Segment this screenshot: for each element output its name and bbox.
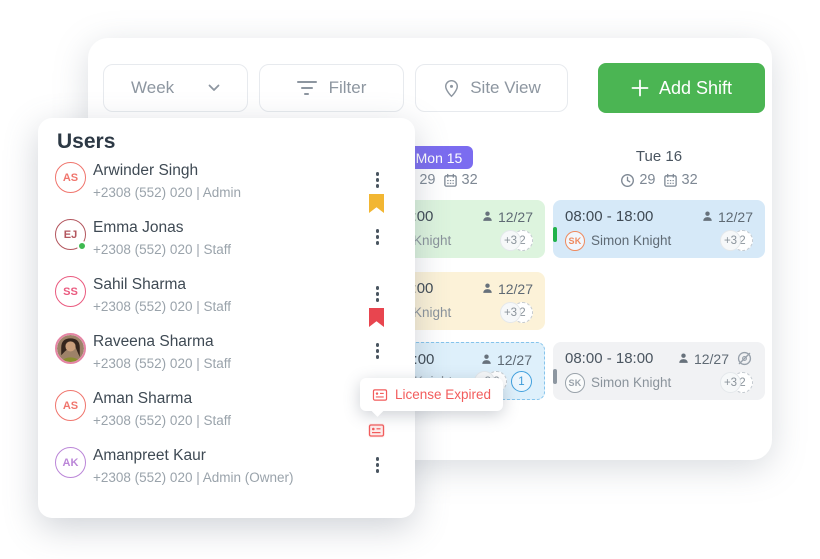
user-row-amanpreet-kaur[interactable]: AK Amanpreet Kaur +2308 (552) 020 | Admi… bbox=[38, 447, 415, 499]
person-icon bbox=[483, 283, 492, 293]
employee-name: Simon Knight bbox=[591, 375, 672, 390]
person-icon bbox=[703, 211, 712, 221]
avatar-overflow-stack[interactable]: +3 2 bbox=[720, 372, 753, 393]
shift-time: 08:00 - 18:00 bbox=[565, 208, 654, 225]
shift-card-tue-1[interactable]: 08:00 - 18:00 12/27 SK Simon Knight +3 2 bbox=[553, 200, 765, 258]
shift-capacity: 12/27 bbox=[496, 351, 532, 368]
profile-photo bbox=[57, 335, 84, 362]
employee-avatar: SK bbox=[565, 372, 585, 393]
user-row-emma-jonas[interactable]: EJ Emma Jonas +2308 (552) 020 | Staff bbox=[38, 219, 415, 271]
clock-icon bbox=[621, 173, 635, 187]
user-photo-avatar bbox=[55, 333, 86, 364]
license-card-icon bbox=[372, 388, 388, 401]
user-name: Raveena Sharma bbox=[93, 333, 214, 350]
user-detail: +2308 (552) 020 | Staff bbox=[93, 242, 231, 257]
user-row-raveena-sharma[interactable]: Raveena Sharma +2308 (552) 020 | Staff bbox=[38, 333, 415, 385]
user-detail: +2308 (552) 020 | Staff bbox=[93, 299, 231, 314]
user-row-aman-sharma[interactable]: AS Aman Sharma +2308 (552) 020 | Staff bbox=[38, 390, 415, 442]
employee-name: Simon Knight bbox=[591, 233, 672, 248]
user-detail: +2308 (552) 020 | Staff bbox=[93, 356, 231, 371]
filter-label: Filter bbox=[328, 78, 367, 97]
overflow-count: +3 bbox=[500, 302, 521, 323]
day-hours: 29 bbox=[419, 172, 436, 188]
shift-capacity: 12/27 bbox=[497, 208, 533, 225]
avatar: SS bbox=[55, 276, 86, 307]
users-panel: Users AS Arwinder Singh +2308 (552) 020 … bbox=[38, 118, 415, 518]
shift-status-bar bbox=[553, 369, 557, 384]
person-icon bbox=[482, 354, 491, 364]
day-shift-count: 32 bbox=[461, 172, 478, 188]
day-hours: 29 bbox=[639, 172, 656, 188]
avatar-overflow-stack[interactable]: +3 2 bbox=[720, 230, 753, 251]
bookmark-icon[interactable] bbox=[369, 194, 384, 213]
avatar-overflow-stack[interactable]: +3 2 bbox=[500, 230, 533, 251]
eye-off-icon bbox=[737, 351, 752, 366]
week-view-label: Week bbox=[131, 78, 175, 97]
online-status-dot bbox=[77, 241, 87, 251]
overflow-count: +3 bbox=[720, 230, 741, 251]
chevron-down-icon bbox=[208, 84, 220, 91]
bookmark-icon[interactable] bbox=[369, 308, 384, 327]
shift-capacity: 12/27 bbox=[717, 208, 753, 225]
site-view-button[interactable]: Site View bbox=[415, 64, 568, 112]
site-view-label: Site View bbox=[470, 78, 541, 97]
day-header-mon[interactable]: Mon 15 bbox=[405, 146, 473, 169]
license-expired-label: License Expired bbox=[395, 387, 492, 402]
employee-avatar: SK bbox=[565, 230, 585, 251]
person-icon bbox=[483, 211, 492, 221]
selected-count-badge: 1 bbox=[511, 371, 532, 392]
users-panel-title: Users bbox=[57, 130, 116, 153]
kebab-menu-icon[interactable] bbox=[373, 340, 383, 362]
user-name: Amanpreet Kaur bbox=[93, 447, 206, 464]
avatar-overflow-stack[interactable]: +3 2 bbox=[500, 302, 533, 323]
calendar-icon bbox=[443, 173, 457, 187]
shift-status-bar bbox=[553, 227, 557, 242]
user-row-sahil-sharma[interactable]: SS Sahil Sharma +2308 (552) 020 | Staff bbox=[38, 276, 415, 328]
day-shift-count: 32 bbox=[681, 172, 698, 188]
kebab-menu-icon[interactable] bbox=[373, 454, 383, 476]
kebab-menu-icon[interactable] bbox=[373, 283, 383, 305]
day-stats-tue: 29 32 bbox=[553, 172, 765, 188]
day-header-tue[interactable]: Tue 16 bbox=[635, 148, 683, 165]
user-name: Emma Jonas bbox=[93, 219, 184, 236]
filter-icon bbox=[296, 81, 317, 95]
kebab-menu-icon[interactable] bbox=[373, 226, 383, 248]
shift-time: 08:00 - 18:00 bbox=[565, 350, 654, 367]
overflow-count: +3 bbox=[720, 372, 741, 393]
shift-capacity: 12/27 bbox=[497, 280, 533, 297]
user-detail: +2308 (552) 020 | Staff bbox=[93, 413, 231, 428]
shift-card-tue-3-unpublished[interactable]: 08:00 - 18:00 12/27 SK Simon Knight +3 2 bbox=[553, 342, 765, 400]
location-pin-icon bbox=[445, 79, 459, 97]
license-expired-tooltip: License Expired bbox=[360, 378, 504, 411]
calendar-icon bbox=[663, 173, 677, 187]
avatar: EJ bbox=[55, 219, 87, 251]
avatar: AK bbox=[55, 447, 86, 478]
person-icon bbox=[679, 353, 688, 363]
add-shift-button[interactable]: Add Shift bbox=[598, 63, 765, 113]
user-name: Aman Sharma bbox=[93, 390, 193, 407]
avatar: AS bbox=[55, 162, 86, 193]
week-view-dropdown[interactable]: Week bbox=[103, 64, 248, 112]
user-name: Arwinder Singh bbox=[93, 162, 199, 179]
add-shift-label: Add Shift bbox=[658, 77, 733, 98]
overflow-count: +3 bbox=[500, 230, 521, 251]
plus-icon bbox=[631, 79, 649, 97]
user-name: Sahil Sharma bbox=[93, 276, 187, 293]
filter-button[interactable]: Filter bbox=[259, 64, 404, 112]
kebab-menu-icon[interactable] bbox=[373, 169, 383, 191]
avatar: AS bbox=[55, 390, 86, 421]
user-detail: +2308 (552) 020 | Admin bbox=[93, 185, 241, 200]
user-detail: +2308 (552) 020 | Admin (Owner) bbox=[93, 470, 294, 485]
shift-capacity: 12/27 bbox=[693, 350, 729, 367]
license-card-icon[interactable] bbox=[368, 423, 385, 443]
user-row-arwinder-singh[interactable]: AS Arwinder Singh +2308 (552) 020 | Admi… bbox=[38, 162, 415, 214]
